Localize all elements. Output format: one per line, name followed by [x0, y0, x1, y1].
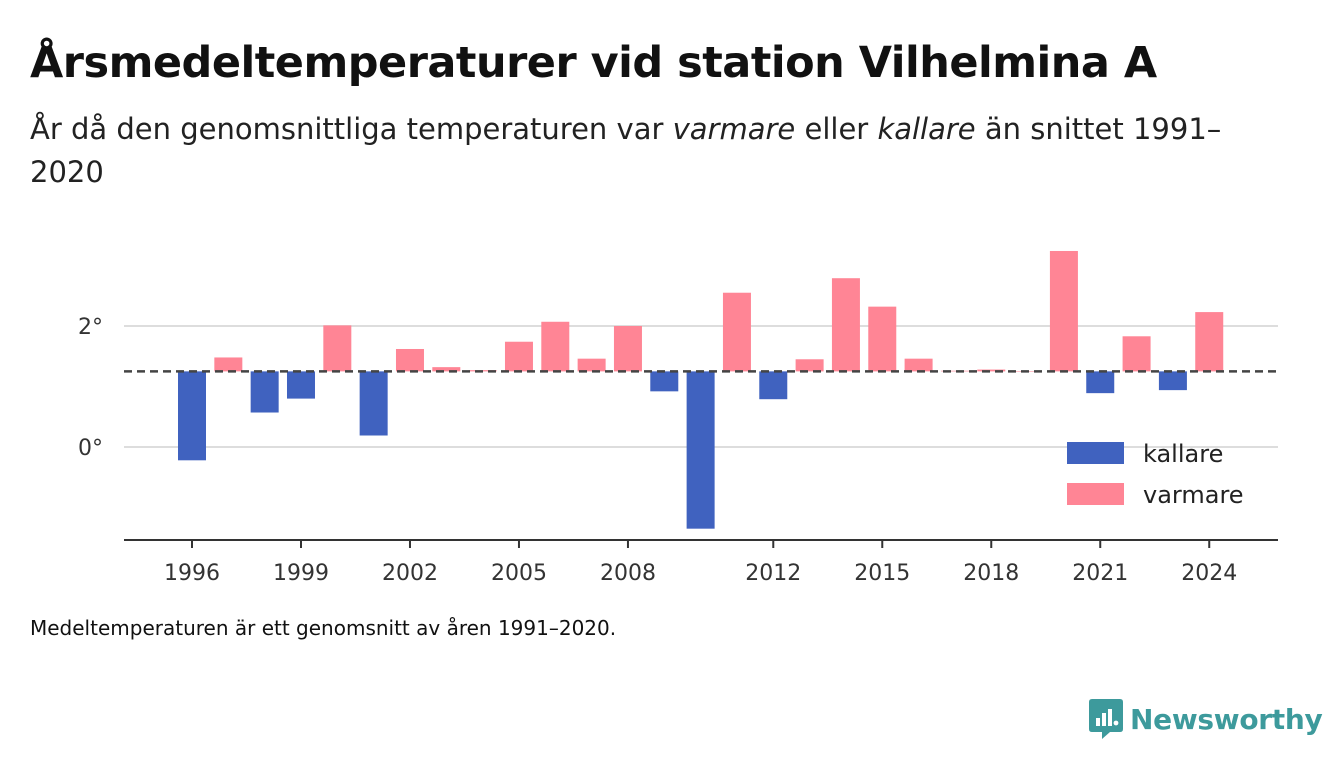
bars-layer	[178, 250, 1224, 529]
bar-2008	[613, 326, 642, 372]
bar-2024	[1195, 312, 1224, 372]
legend-swatch-varmare	[1067, 483, 1124, 505]
chart-title: Årsmedeltemperaturer vid station Vilhelm…	[30, 38, 1157, 88]
y-tick-label: 0°	[78, 436, 103, 461]
newsworthy-logo-icon	[1089, 699, 1123, 739]
bar-1996	[178, 371, 206, 461]
bar-2017	[940, 370, 969, 372]
bar-2013	[795, 359, 824, 372]
x-tick-label: 2005	[491, 561, 547, 586]
subtitle-warm-word: varmare	[672, 112, 796, 146]
bar-2015	[868, 306, 897, 372]
bar-2014	[831, 278, 860, 372]
subtitle-part-2: eller	[795, 112, 878, 146]
axis-layer: 1996 1999 2002 2005 2008 2012 2015 2018 2021 2024	[124, 370, 1278, 586]
bar-2021	[1086, 371, 1115, 394]
legend-label-varmare: varmare	[1143, 481, 1244, 509]
bar-2011	[722, 292, 751, 372]
bar-2007	[577, 358, 606, 372]
subtitle-cold-word: kallare	[877, 112, 976, 146]
bar-2023	[1158, 371, 1187, 391]
bar-1999	[286, 371, 315, 399]
temperature-bar-chart: 0° 2° 1996 1999 2002 2005 2008 2012 2015 2018 202…	[78, 250, 1278, 586]
x-tick-label: 2002	[382, 561, 438, 586]
legend-swatch-kallare	[1067, 442, 1124, 464]
bar-2006	[541, 321, 570, 372]
y-tick-label: 2°	[78, 315, 103, 340]
x-tick-label: 2015	[854, 561, 910, 586]
x-tick-label: 2008	[600, 561, 656, 586]
x-tick-label: 2021	[1072, 561, 1128, 586]
legend: kallare varmare	[1067, 440, 1244, 509]
bar-2009	[650, 371, 679, 392]
chart-subtitle: År då den genomsnittliga temperaturen va…	[30, 108, 1260, 194]
x-tick-label: 1996	[164, 561, 220, 586]
bar-1998	[250, 371, 279, 413]
subtitle-part-3: än snittet 1991–2020	[30, 112, 1222, 189]
bar-2002	[395, 348, 424, 372]
legend-label-kallare: kallare	[1143, 440, 1223, 468]
bar-2018	[977, 369, 1006, 372]
x-tick-label: 2024	[1181, 561, 1237, 586]
bar-2005	[504, 341, 533, 372]
bar-2001	[359, 371, 388, 436]
bar-2000	[323, 325, 352, 372]
brand-logo: Newsworthy	[1088, 697, 1323, 741]
bar-2010	[686, 371, 715, 529]
bar-2003	[432, 367, 461, 372]
footnote: Medeltemperaturen är ett genomsnitt av å…	[30, 616, 617, 640]
x-tick-label: 1999	[273, 561, 329, 586]
subtitle-part-1: År då den genomsnittliga temperaturen va…	[30, 112, 673, 146]
bar-2012	[759, 371, 788, 400]
bar-2016	[904, 358, 933, 372]
bar-2020	[1049, 250, 1078, 372]
bar-1997	[214, 357, 243, 372]
x-tick-label: 2012	[745, 561, 801, 586]
brand-name: Newsworthy	[1130, 702, 1323, 736]
bar-2022	[1122, 336, 1151, 372]
x-tick-label: 2018	[963, 561, 1019, 586]
